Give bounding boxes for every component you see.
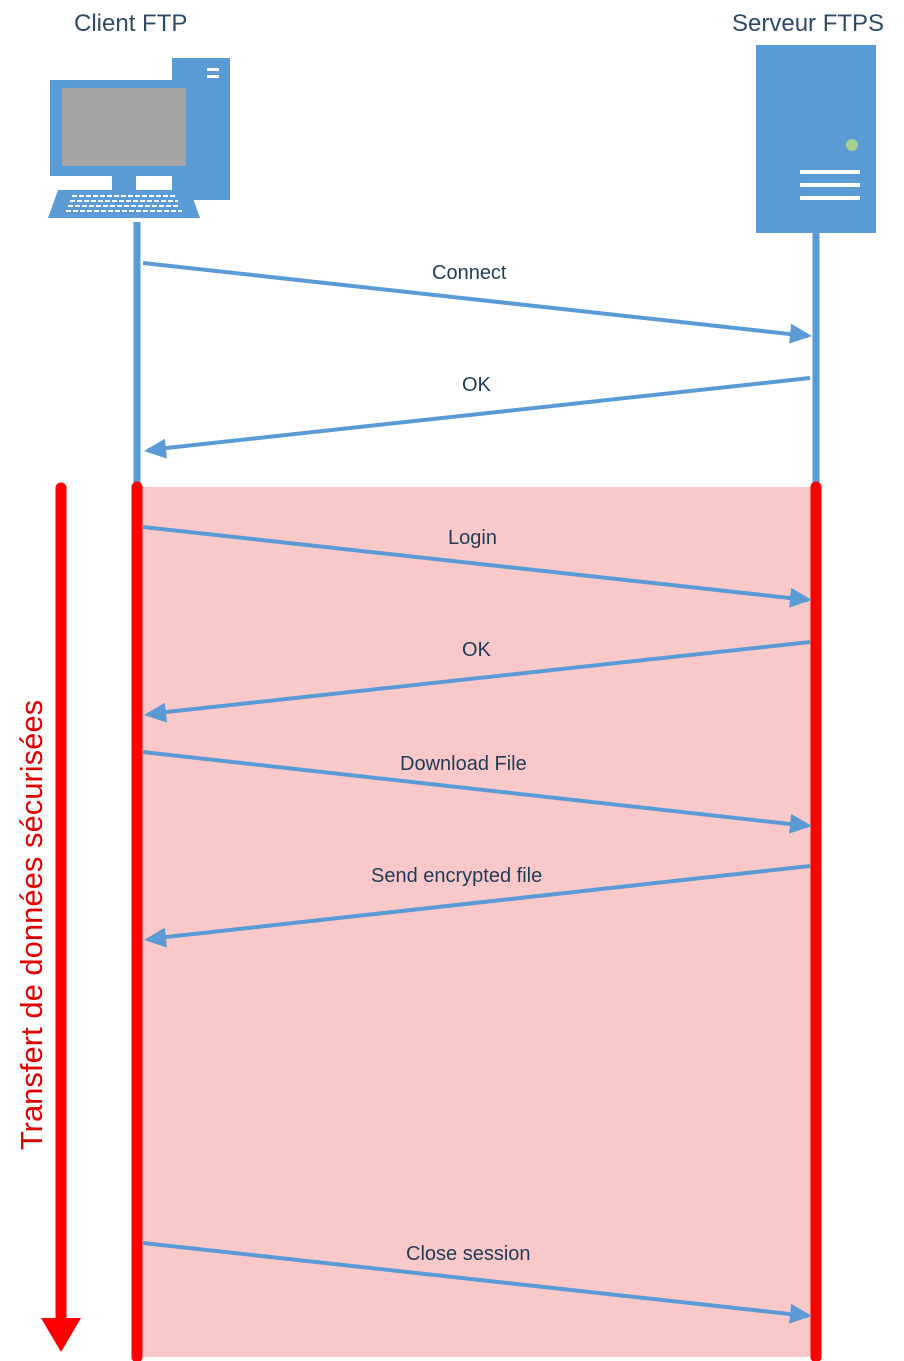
server-tower-icon: [756, 45, 876, 233]
secure-transfer-arrow: [41, 482, 81, 1352]
secure-zone-background: [137, 487, 817, 1357]
message-label-login: Login: [448, 527, 497, 549]
message-label-ok-1: OK: [462, 374, 491, 396]
message-arrow-send-encrypted-file: [144, 864, 811, 948]
secure-transfer-label: Transfert de données sécurisées: [14, 699, 49, 1151]
message-arrow-download-file: [142, 750, 812, 834]
message-label-download-file: Download File: [400, 753, 527, 775]
client-label: Client FTP: [74, 10, 188, 37]
message-arrow-connect: [142, 261, 812, 344]
message-label-connect: Connect: [432, 262, 507, 284]
message-arrow-ok-2: [144, 640, 811, 723]
message-arrow-ok-1: [144, 376, 811, 459]
server-label: Serveur FTPS: [732, 10, 885, 37]
message-label-close-session: Close session: [406, 1243, 531, 1265]
message-label-ok-2: OK: [462, 639, 491, 661]
desktop-computer-icon: [48, 58, 230, 218]
message-arrow-login: [142, 525, 812, 608]
message-label-send-encrypted-file: Send encrypted file: [371, 865, 543, 887]
message-arrow-close-session: [142, 1241, 812, 1324]
